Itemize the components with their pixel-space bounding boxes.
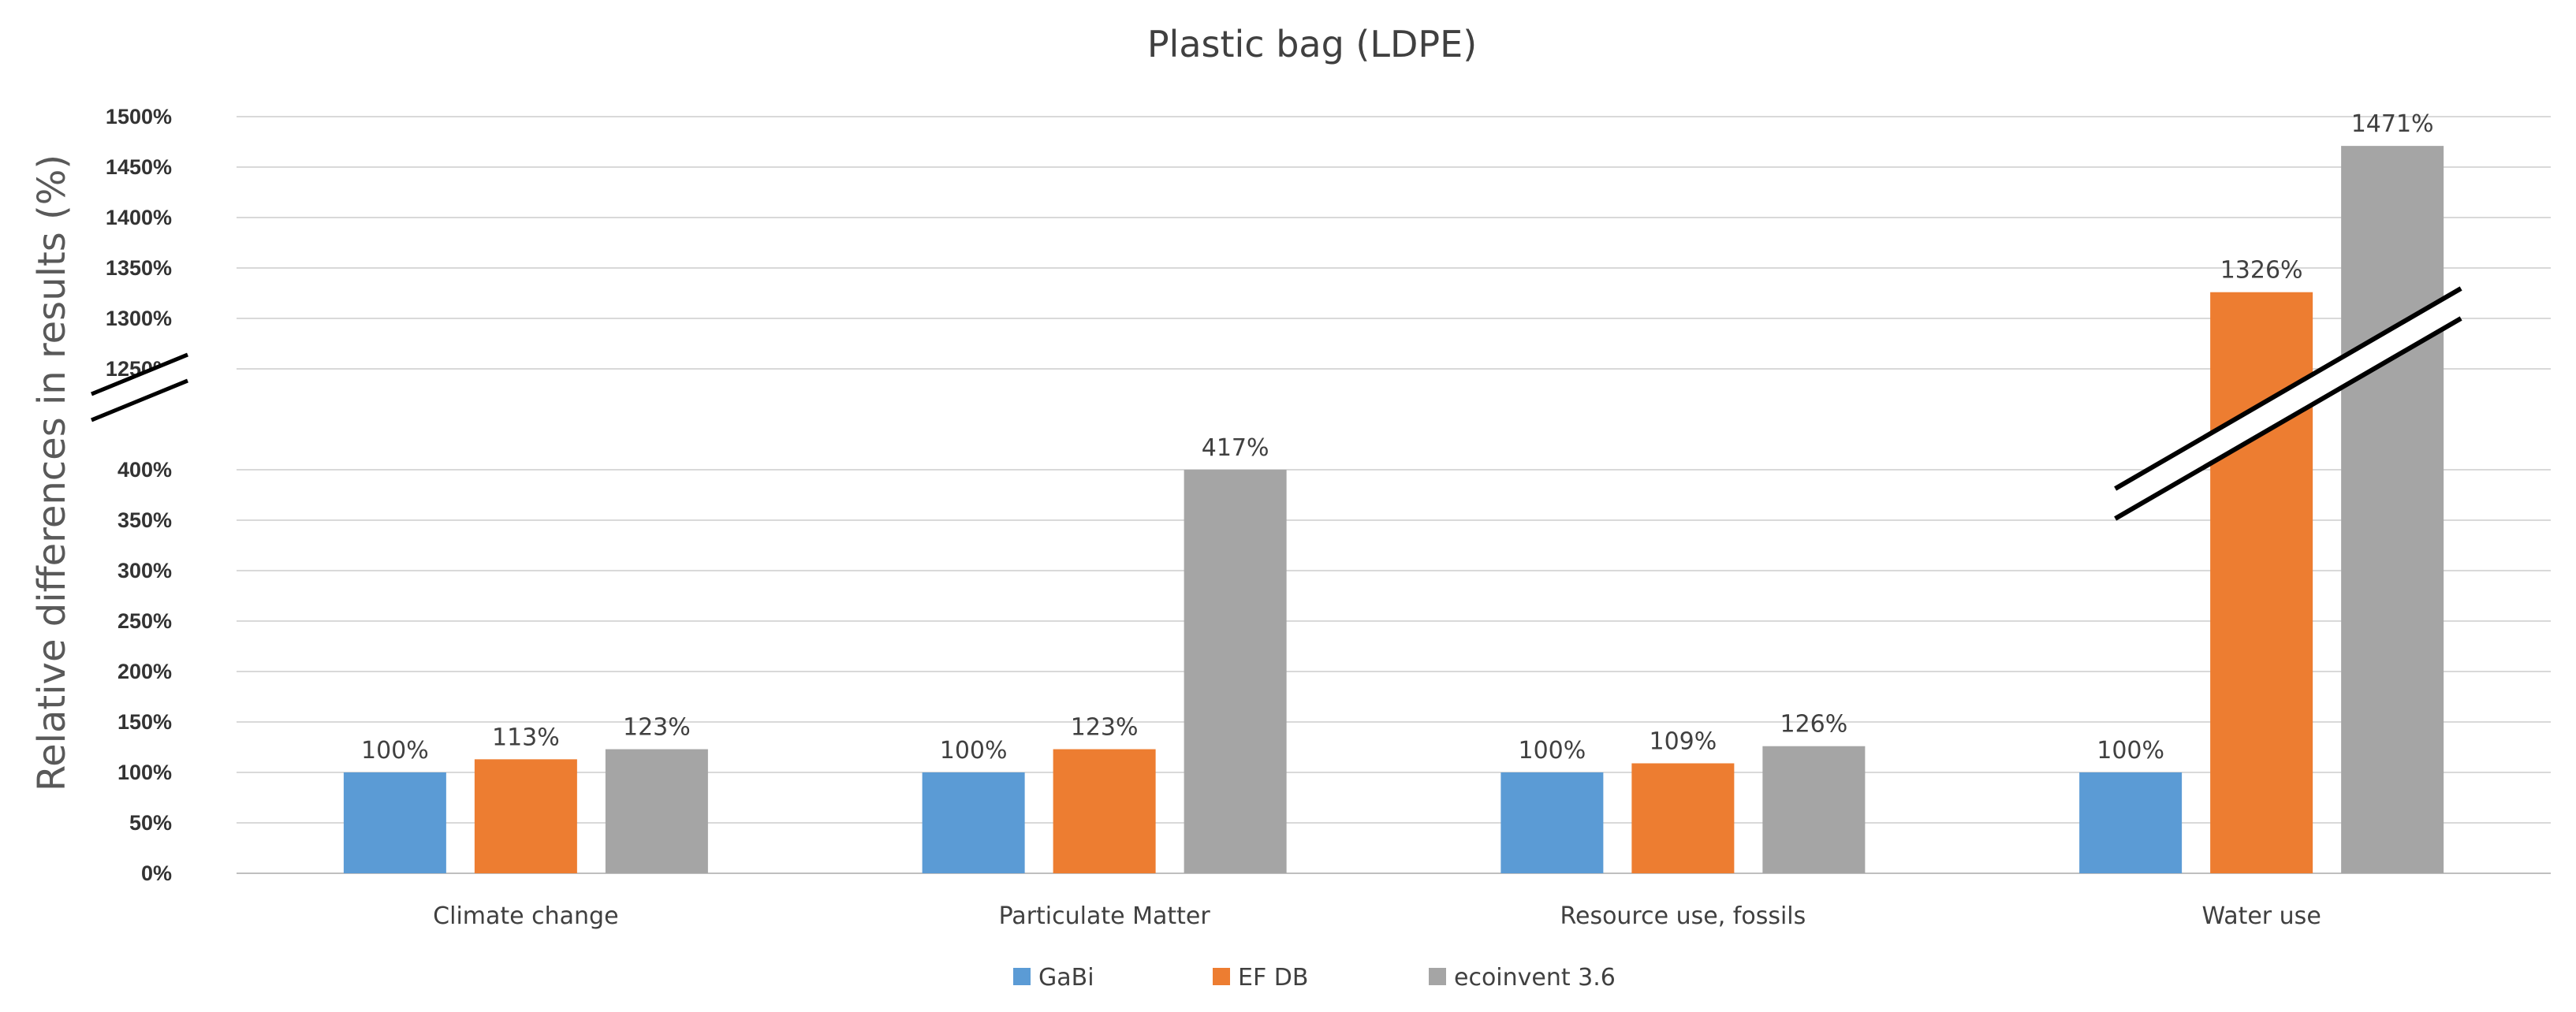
legend-label: EF DB	[1238, 964, 1308, 992]
axis-break-line	[2114, 316, 2462, 521]
y-tick-label: 250%	[117, 609, 172, 633]
data-label: 123%	[623, 714, 691, 742]
axis-break-line	[91, 378, 188, 422]
data-label: 100%	[2097, 737, 2164, 765]
y-axis-ticks: 0%50%100%150%200%250%300%350%400%1250%13…	[106, 105, 172, 885]
data-label: 417%	[1202, 434, 1269, 462]
bar	[2341, 146, 2444, 873]
bar	[922, 772, 1025, 873]
y-tick-label: 0%	[141, 861, 172, 885]
y-tick-label: 1500%	[106, 105, 172, 128]
x-category-label: Climate change	[433, 902, 618, 930]
y-tick-label: 1350%	[106, 256, 172, 280]
data-label: 126%	[1780, 711, 1847, 739]
bar	[343, 772, 446, 873]
bar	[1053, 749, 1156, 873]
data-labels: 100% 113% 123% 100% 123% 417% 100% 109% 126% 100%…	[361, 110, 2434, 765]
legend-swatch	[1213, 968, 1230, 985]
bar	[1631, 763, 1735, 873]
y-tick-label: 50%	[129, 811, 172, 835]
y-tick-label: 100%	[117, 761, 172, 784]
bars	[343, 146, 2444, 874]
data-label: 1471%	[2351, 110, 2434, 138]
x-category-label: Particulate Matter	[999, 902, 1211, 930]
data-label: 100%	[940, 737, 1008, 765]
x-category-label: Water use	[2201, 902, 2321, 930]
legend-label: GaBi	[1038, 964, 1094, 992]
y-tick-label: 400%	[117, 458, 172, 482]
legend-swatch	[1429, 968, 1446, 985]
axis-break-line	[2114, 286, 2462, 491]
data-label: 113%	[492, 724, 560, 751]
bar	[1500, 772, 1604, 873]
axis-break-gap	[91, 355, 188, 420]
data-label: 100%	[1518, 737, 1586, 765]
x-category-label: Resource use, fossils	[1560, 902, 1806, 930]
y-tick-label: 1400%	[106, 206, 172, 229]
y-tick-label: 300%	[117, 559, 172, 582]
bar	[1184, 470, 1287, 873]
bar	[474, 759, 577, 873]
y-tick-label: 1450%	[106, 155, 172, 179]
legend-swatch	[1013, 968, 1031, 985]
gridlines	[237, 116, 2551, 874]
y-tick-label: 150%	[117, 710, 172, 734]
axis-break-gap	[2115, 288, 2462, 519]
axis-break-line	[91, 352, 188, 396]
axis-break-marks	[91, 286, 2462, 521]
chart-title: Plastic bag (LDPE)	[1147, 23, 1477, 65]
bar	[2210, 292, 2313, 874]
bar	[605, 749, 708, 873]
data-label: 109%	[1649, 727, 1717, 755]
bar	[2079, 772, 2183, 873]
y-tick-label: 1300%	[106, 307, 172, 330]
y-axis-label: Relative differences in results (%)	[30, 154, 74, 791]
y-tick-label: 350%	[117, 508, 172, 532]
y-tick-label: 200%	[117, 660, 172, 683]
data-label: 1326%	[2220, 257, 2303, 285]
x-axis-categories: Climate change Particulate Matter Resource…	[433, 902, 2321, 930]
data-label: 100%	[361, 737, 429, 765]
bar	[1762, 746, 1866, 873]
legend: GaBi EF DB ecoinvent 3.6	[1013, 964, 1616, 992]
data-label: 123%	[1071, 714, 1139, 742]
legend-label: ecoinvent 3.6	[1454, 964, 1616, 992]
